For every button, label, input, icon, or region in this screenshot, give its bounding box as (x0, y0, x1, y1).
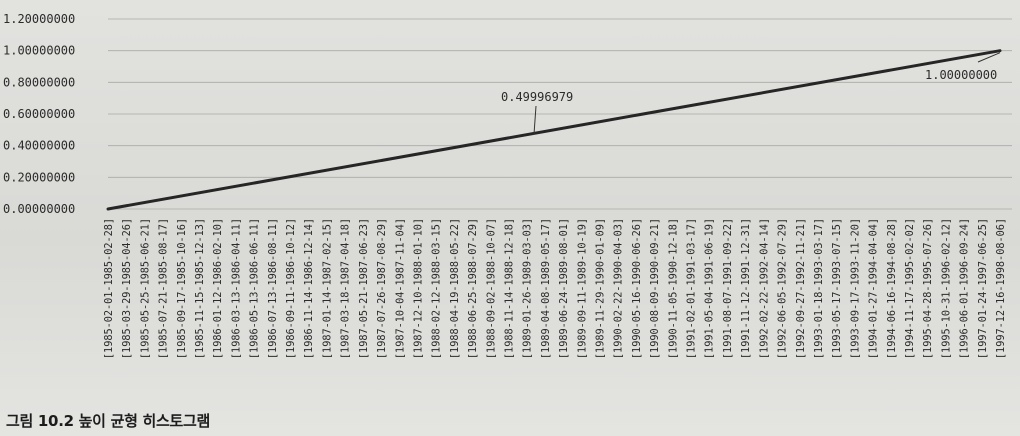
x-tick-label: [1985-07-21-1985-08-17] (159, 218, 170, 359)
x-tick-label: [1986-07-13-1986-08-11] (268, 218, 279, 359)
x-tick-label: [1997-12-16-1998-08-06] (996, 218, 1007, 359)
line-chart: 0.00000000 0.20000000 0.40000000 0.60000000… (3, 12, 1012, 359)
x-tick-label: [1990-08-09-1990-09-21] (650, 218, 661, 359)
x-tick-label: [1995-04-28-1995-07-26] (923, 218, 934, 359)
x-tick-label: [1990-05-16-1990-06-26] (632, 218, 643, 359)
y-tick-label: 0.00000000 (3, 202, 75, 216)
x-tick-label: [1994-01-27-1994-04-04] (869, 218, 880, 359)
series-line (106, 49, 1002, 211)
y-tick-label: 0.40000000 (3, 139, 75, 153)
x-tick-label: [1986-11-14-1986-12-14] (304, 218, 315, 359)
x-tick-label: [1987-12-10-1988-01-10] (413, 218, 424, 359)
x-tick-label: [1985-03-29-1985-04-26] (122, 218, 133, 359)
x-tick-label: [1992-06-05-1992-07-29] (778, 218, 789, 359)
y-tick-label: 0.60000000 (3, 107, 75, 121)
x-tick-label: [1988-09-02-1988-10-07] (486, 218, 497, 359)
x-tick-label: [1986-01-12-1986-02-10] (213, 218, 224, 359)
x-tick-label: [1986-05-13-1986-06-11] (250, 218, 261, 359)
x-tick-label: [1985-02-01-1985-02-28] (104, 218, 115, 359)
annotation-leader (533, 105, 537, 135)
x-tick-label: [1994-06-16-1994-08-28] (887, 218, 898, 359)
x-tick-label: [1987-10-04-1987-11-04] (395, 218, 406, 359)
figure-caption: 그림 10.2 높이 균형 히스토그램 (6, 412, 210, 430)
x-tick-label: [1989-04-08-1989-05-17] (541, 218, 552, 359)
annotation-label: 0.49996979 (501, 90, 573, 104)
x-tick-label: [1987-01-14-1987-02-15] (322, 218, 333, 359)
x-tick-label: [1987-05-21-1987-06-23] (359, 218, 370, 359)
x-tick-label: [1985-11-15-1985-12-13] (195, 218, 206, 359)
x-tick-label: [1993-09-17-1993-11-20] (850, 218, 861, 359)
x-tick-label: [1989-01-26-1989-03-03] (523, 218, 534, 359)
x-tick-label: [1985-05-25-1985-06-21] (140, 218, 151, 359)
x-tick-label: [1988-04-19-1988-05-22] (450, 218, 461, 359)
y-tick-label: 0.20000000 (3, 170, 75, 184)
x-tick-label: [1994-11-17-1995-02-02] (905, 218, 916, 359)
x-tick-label: [1995-10-31-1996-02-12] (941, 218, 952, 359)
x-tick-label: [1991-02-01-1991-03-17] (687, 218, 698, 359)
y-tick-label: 1.20000000 (3, 12, 75, 26)
x-tick-label: [1991-11-12-1991-12-31] (741, 218, 752, 359)
x-tick-label: [1988-02-12-1988-03-15] (432, 218, 443, 359)
x-tick-label: [1989-09-11-1989-10-19] (577, 218, 588, 359)
x-tick-label: [1986-09-11-1986-10-12] (286, 218, 297, 359)
x-tick-label: [1990-02-22-1990-04-03] (614, 218, 625, 359)
x-tick-label: [1992-02-22-1992-04-14] (759, 218, 770, 359)
x-tick-label: [1986-03-13-1986-04-11] (231, 218, 242, 359)
x-tick-label: [1988-11-14-1988-12-18] (504, 218, 515, 359)
x-tick-label: [1991-08-07-1991-09-22] (723, 218, 734, 359)
annotation-label: 1.00000000 (925, 68, 997, 82)
x-tick-label: [1993-01-18-1993-03-17] (814, 218, 825, 359)
x-tick-label: [1988-06-25-1988-07-29] (468, 218, 479, 359)
x-tick-label: [1985-09-17-1985-10-16] (177, 218, 188, 359)
y-tick-label: 1.00000000 (3, 44, 75, 58)
x-tick-label: [1989-11-29-1990-01-09] (596, 218, 607, 359)
x-tick-label: [1987-07-26-1987-08-29] (377, 218, 388, 359)
x-tick-label: [1987-03-18-1987-04-18] (341, 218, 352, 359)
x-tick-label: [1989-06-24-1989-08-01] (559, 218, 570, 359)
x-tick-label: [1996-06-01-1996-09-24] (960, 218, 971, 359)
x-tick-label: [1990-11-05-1990-12-18] (668, 218, 679, 359)
x-tick-label: [1997-01-24-1997-06-25] (978, 218, 989, 359)
y-tick-label: 0.80000000 (3, 75, 75, 89)
x-tick-label: [1992-09-27-1992-11-21] (796, 218, 807, 359)
x-tick-label: [1993-05-17-1993-07-15] (832, 218, 843, 359)
x-tick-label: [1991-05-04-1991-06-19] (705, 218, 716, 359)
annotation-leader (977, 52, 1001, 63)
